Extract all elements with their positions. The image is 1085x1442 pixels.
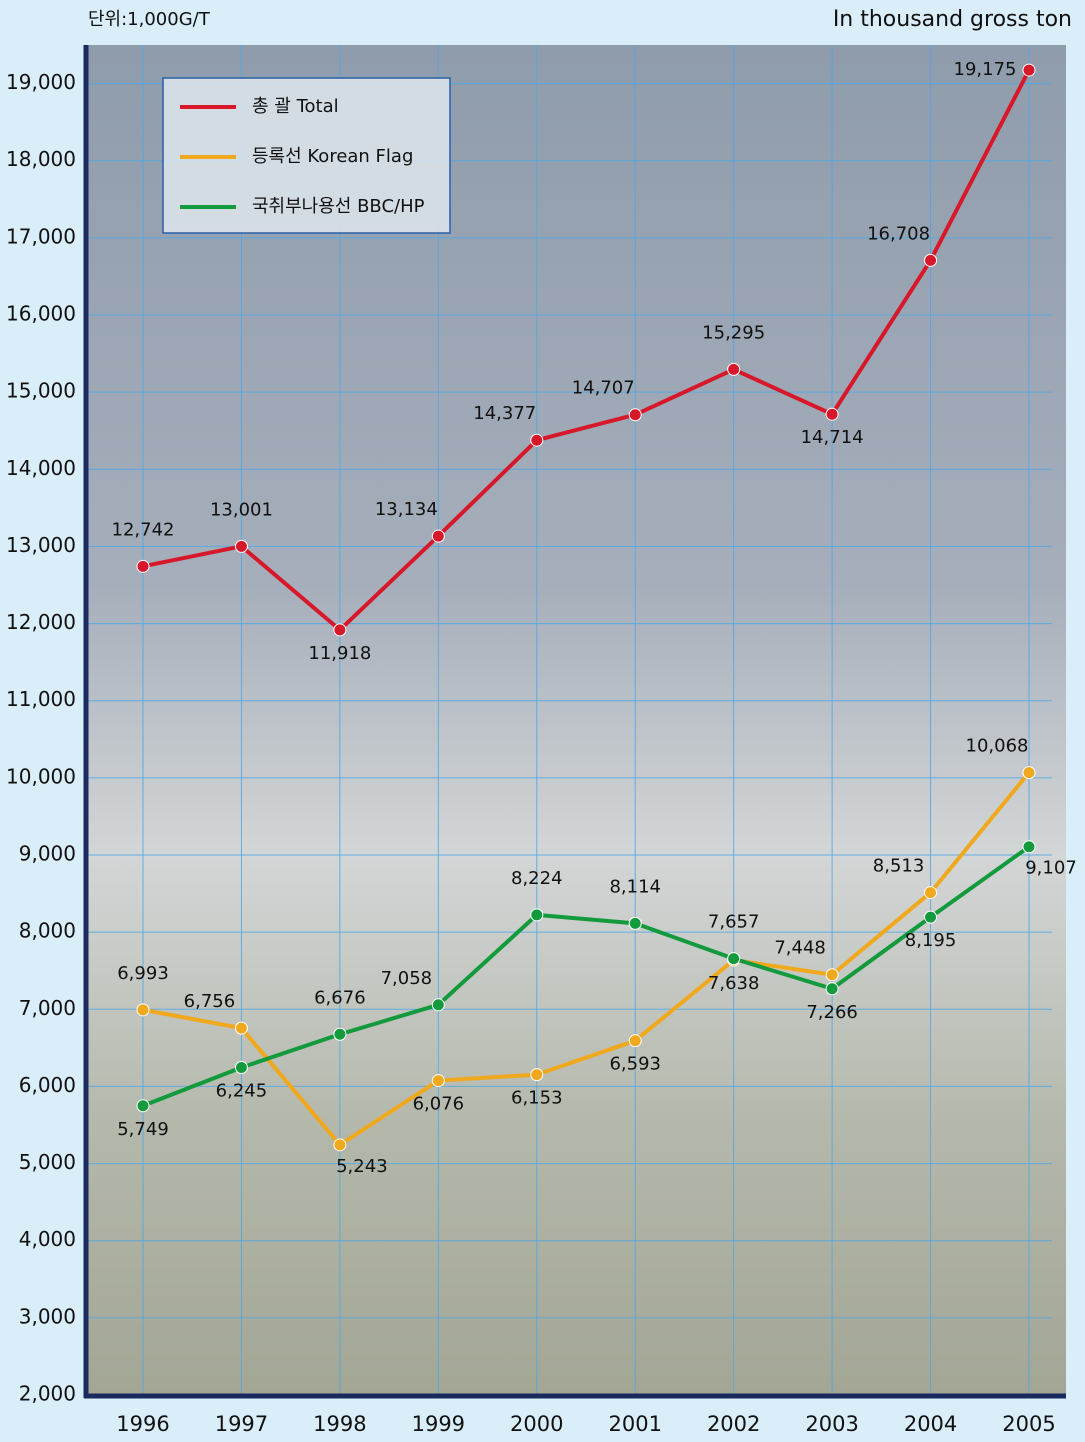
unit-label: 단위:1,000G/T bbox=[88, 9, 211, 30]
data-label: 13,001 bbox=[210, 499, 273, 520]
y-tick-label: 15,000 bbox=[6, 379, 76, 403]
y-tick-label: 6,000 bbox=[19, 1073, 76, 1097]
data-point bbox=[825, 982, 839, 996]
plot-background bbox=[86, 45, 1066, 1395]
data-point bbox=[924, 910, 938, 924]
data-point bbox=[333, 623, 347, 637]
y-tick-label: 11,000 bbox=[6, 687, 76, 711]
data-point bbox=[333, 1138, 347, 1152]
data-label: 14,707 bbox=[572, 378, 635, 399]
data-point bbox=[234, 1061, 248, 1075]
y-tick-label: 16,000 bbox=[6, 302, 76, 326]
data-point bbox=[1022, 840, 1036, 854]
data-label: 7,638 bbox=[708, 973, 760, 994]
y-tick-label: 10,000 bbox=[6, 764, 76, 788]
legend-label: 총 괄 Total bbox=[252, 96, 339, 117]
data-point bbox=[727, 362, 741, 376]
x-tick-label: 1998 bbox=[313, 1412, 366, 1436]
data-point bbox=[234, 539, 248, 553]
x-tick-label: 1996 bbox=[116, 1412, 169, 1436]
y-tick-label: 14,000 bbox=[6, 456, 76, 480]
y-tick-label: 17,000 bbox=[6, 224, 76, 248]
series-line bbox=[142, 845, 1031, 1108]
data-label: 16,708 bbox=[867, 223, 930, 244]
y-tick-label: 7,000 bbox=[19, 996, 76, 1020]
x-tick-label: 2005 bbox=[1002, 1412, 1055, 1436]
data-point bbox=[530, 908, 544, 922]
data-point bbox=[136, 1003, 150, 1017]
data-label: 6,756 bbox=[184, 991, 236, 1012]
data-label: 8,513 bbox=[873, 856, 925, 877]
y-tick-label: 12,000 bbox=[6, 610, 76, 634]
y-tick-label: 8,000 bbox=[19, 919, 76, 943]
data-label: 5,749 bbox=[117, 1119, 169, 1140]
legend-label: 등록선 Korean Flag bbox=[252, 146, 413, 167]
series-line bbox=[142, 69, 1031, 632]
y-tick-label: 9,000 bbox=[19, 842, 76, 866]
data-point bbox=[234, 1021, 248, 1035]
data-point bbox=[825, 407, 839, 421]
data-point bbox=[136, 1099, 150, 1113]
data-point bbox=[431, 529, 445, 543]
data-label: 7,657 bbox=[708, 912, 760, 933]
x-tick-label: 1999 bbox=[412, 1412, 465, 1436]
y-tick-label: 4,000 bbox=[19, 1227, 76, 1251]
data-point bbox=[431, 998, 445, 1012]
data-label: 14,714 bbox=[801, 427, 864, 448]
data-point bbox=[530, 1068, 544, 1082]
y-tick-label: 3,000 bbox=[19, 1304, 76, 1328]
y-tick-label: 5,000 bbox=[19, 1150, 76, 1174]
legend-label: 국취부나용선 BBC/HP bbox=[252, 196, 425, 217]
data-point bbox=[924, 886, 938, 900]
data-label: 6,076 bbox=[413, 1094, 465, 1115]
y-tick-label: 13,000 bbox=[6, 533, 76, 557]
series-line bbox=[142, 771, 1031, 1147]
data-label: 13,134 bbox=[375, 499, 438, 520]
data-point bbox=[727, 952, 741, 966]
data-label: 6,593 bbox=[609, 1054, 661, 1075]
x-tick-label: 2001 bbox=[608, 1412, 661, 1436]
data-label: 19,175 bbox=[954, 59, 1017, 80]
data-label: 7,058 bbox=[381, 968, 433, 989]
y-tick-label: 19,000 bbox=[6, 70, 76, 94]
data-point bbox=[825, 968, 839, 982]
data-point bbox=[530, 433, 544, 447]
data-label: 10,068 bbox=[966, 736, 1029, 757]
data-point bbox=[1022, 766, 1036, 780]
data-label: 7,448 bbox=[774, 938, 826, 959]
data-label: 14,377 bbox=[473, 403, 536, 424]
data-label: 5,243 bbox=[336, 1156, 388, 1177]
data-point bbox=[431, 1074, 445, 1088]
data-label: 9,107 bbox=[1025, 858, 1077, 879]
x-tick-label: 2000 bbox=[510, 1412, 563, 1436]
data-point bbox=[1022, 63, 1036, 77]
data-point bbox=[924, 253, 938, 267]
x-tick-label: 2003 bbox=[805, 1412, 858, 1436]
data-point bbox=[628, 408, 642, 422]
data-label: 6,245 bbox=[216, 1081, 268, 1102]
data-point bbox=[628, 916, 642, 930]
y-tick-label: 2,000 bbox=[19, 1382, 76, 1406]
y-tick-label: 18,000 bbox=[6, 147, 76, 171]
data-point bbox=[628, 1034, 642, 1048]
data-label: 8,224 bbox=[511, 868, 563, 889]
data-label: 8,195 bbox=[905, 930, 957, 951]
data-label: 12,742 bbox=[112, 519, 175, 540]
data-label: 15,295 bbox=[702, 322, 765, 343]
data-label: 6,676 bbox=[314, 987, 366, 1008]
data-point bbox=[136, 559, 150, 573]
x-tick-label: 2004 bbox=[904, 1412, 957, 1436]
data-point bbox=[333, 1027, 347, 1041]
data-label: 6,153 bbox=[511, 1088, 563, 1109]
data-label: 7,266 bbox=[806, 1002, 858, 1023]
x-tick-label: 2002 bbox=[707, 1412, 760, 1436]
x-tick-label: 1997 bbox=[215, 1412, 268, 1436]
unit-label-en: In thousand gross ton bbox=[833, 7, 1072, 32]
data-label: 11,918 bbox=[308, 643, 371, 664]
data-label: 6,993 bbox=[117, 963, 169, 984]
data-label: 8,114 bbox=[609, 876, 661, 897]
